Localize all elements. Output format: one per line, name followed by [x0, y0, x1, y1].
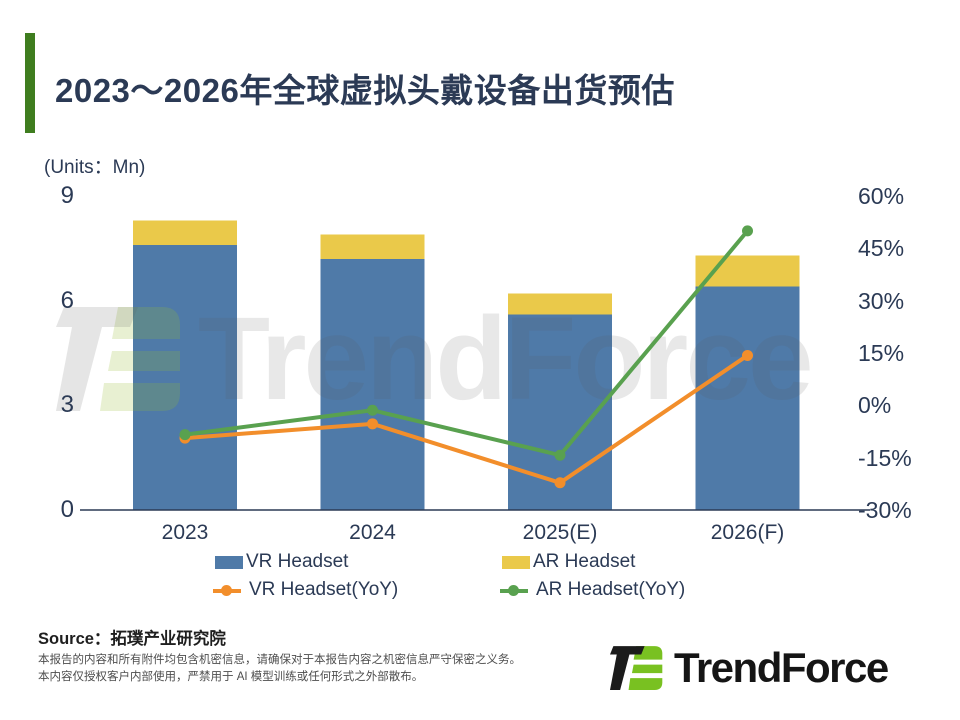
- disclaimer-line-1: 本报告的内容和所有附件均包含机密信息，请确保对于本报告内容之机密信息严守保密之义…: [38, 654, 521, 666]
- page-title: 2023～2026年全球虚拟头戴设备出货预估: [55, 72, 675, 109]
- trendforce-logo: TrendForce: [610, 644, 889, 692]
- legend-swatch-VR Headset(YoY): [213, 584, 241, 597]
- legend-item-VR Headset: VR Headset: [215, 551, 349, 572]
- legend-label-AR Headset: AR Headset: [533, 551, 636, 572]
- units-label: (Units：Mn): [44, 157, 146, 178]
- trendforce-logo-text: TrendForce: [674, 644, 889, 691]
- chart-legend: VR Headset AR Headset VR Headset(YoY) AR He…: [213, 551, 686, 600]
- disclaimer: 本报告的内容和所有附件均包含机密信息，请确保对于本报告内容之机密信息严守保密之义…: [38, 652, 521, 686]
- legend-item-VR Headset(YoY): VR Headset(YoY): [213, 579, 399, 600]
- source-label: Source：拓璞产业研究院: [38, 630, 226, 648]
- legend-item-AR Headset(YoY): AR Headset(YoY): [500, 579, 686, 600]
- trendforce-logo-icon: [610, 644, 664, 692]
- legend-swatch-VR Headset: [215, 555, 243, 569]
- legend-label-AR Headset(YoY): AR Headset(YoY): [536, 579, 686, 600]
- legend-label-VR Headset: VR Headset: [246, 551, 349, 572]
- legend-label-VR Headset(YoY): VR Headset(YoY): [249, 579, 399, 600]
- legend-item-AR Headset: AR Headset: [502, 551, 636, 572]
- legend-swatch-AR Headset: [502, 555, 530, 569]
- title-accent-bar: [25, 33, 35, 133]
- legend-swatch-AR Headset(YoY): [500, 584, 528, 597]
- disclaimer-line-2: 本内容仅授权客户内部使用，严禁用于 AI 模型训练或任何形式之外部散布。: [38, 671, 424, 683]
